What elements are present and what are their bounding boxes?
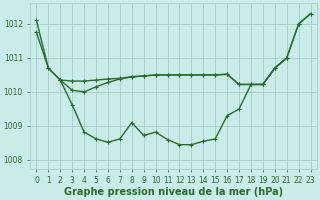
X-axis label: Graphe pression niveau de la mer (hPa): Graphe pression niveau de la mer (hPa) [64, 187, 283, 197]
